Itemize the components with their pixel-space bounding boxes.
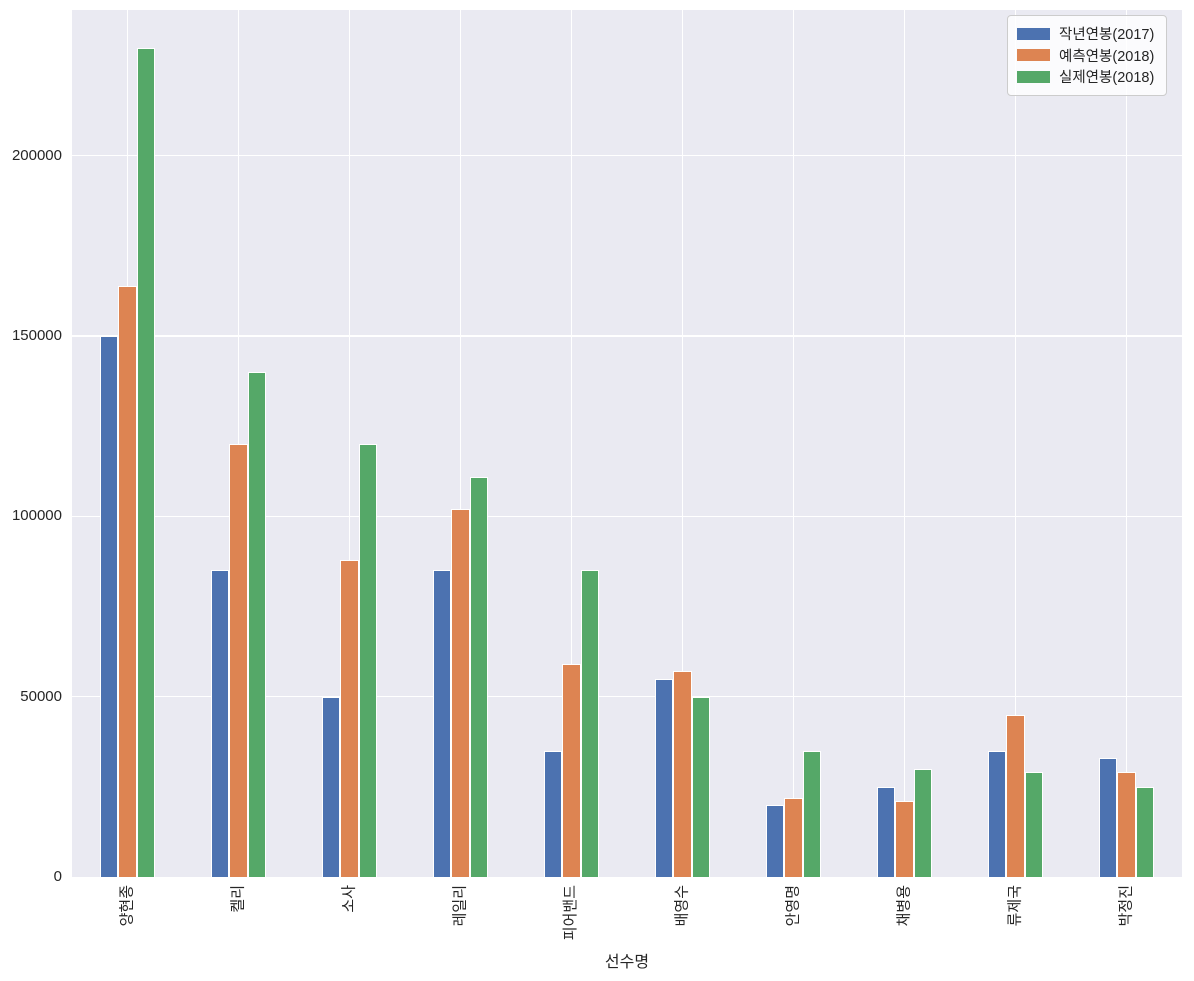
bar-작년연봉(2017)-류제국 xyxy=(987,750,1007,877)
gridline-horizontal xyxy=(72,695,1182,698)
bar-실제연봉(2018)-피어밴드 xyxy=(580,570,600,877)
bar-예측연봉(2018)-채병용 xyxy=(895,801,914,877)
bar-예측연봉(2018)-피어밴드 xyxy=(562,664,581,877)
x-tick-label: 채병용 xyxy=(895,885,913,927)
legend-label: 예측연봉(2018) xyxy=(1059,48,1155,65)
bar-예측연봉(2018)-류제국 xyxy=(1006,714,1025,877)
legend-item: 작년연봉(2017) xyxy=(1017,23,1154,45)
legend-label: 작년연봉(2017) xyxy=(1059,27,1155,44)
bar-예측연봉(2018)-양현종 xyxy=(118,285,137,877)
gridline-horizontal xyxy=(72,515,1182,518)
bar-작년연봉(2017)-양현종 xyxy=(99,336,119,877)
legend-swatch-icon xyxy=(1017,27,1050,40)
legend-item: 실제연봉(2018) xyxy=(1017,66,1154,88)
bar-작년연봉(2017)-소사 xyxy=(321,696,341,877)
x-tick-label: 레일리 xyxy=(451,885,469,927)
gridline-vertical xyxy=(570,10,573,877)
x-tick-label: 소사 xyxy=(340,885,358,913)
legend-item: 예측연봉(2018) xyxy=(1017,45,1154,67)
gridline-vertical xyxy=(792,10,795,877)
bar-예측연봉(2018)-배영수 xyxy=(673,671,692,877)
y-tick-label: 50000 xyxy=(20,687,62,705)
bar-작년연봉(2017)-채병용 xyxy=(876,786,896,877)
bar-작년연봉(2017)-피어밴드 xyxy=(543,750,563,877)
y-tick-label: 150000 xyxy=(11,327,62,345)
legend-label: 실제연봉(2018) xyxy=(1059,70,1155,87)
bar-작년연봉(2017)-배영수 xyxy=(654,678,674,877)
bar-작년연봉(2017)-박정진 xyxy=(1098,757,1118,877)
x-tick-label: 박정진 xyxy=(1117,885,1135,927)
y-tick-label: 200000 xyxy=(11,146,62,164)
gridline-vertical xyxy=(237,10,240,877)
x-tick-label: 안영명 xyxy=(784,885,802,927)
bar-예측연봉(2018)-박정진 xyxy=(1117,772,1136,877)
gridline-horizontal xyxy=(72,154,1182,157)
bar-실제연봉(2018)-채병용 xyxy=(913,768,933,877)
bar-실제연봉(2018)-켈리 xyxy=(247,372,267,877)
bar-실제연봉(2018)-레일리 xyxy=(469,476,489,877)
plot-area xyxy=(72,10,1182,877)
x-axis-title: 선수명 xyxy=(604,954,650,971)
bar-실제연봉(2018)-소사 xyxy=(358,444,378,877)
x-tick-label: 배영수 xyxy=(673,885,691,927)
bar-실제연봉(2018)-양현종 xyxy=(136,47,156,877)
x-tick-label: 양현종 xyxy=(118,885,136,927)
bar-예측연봉(2018)-안영명 xyxy=(784,797,803,877)
gridline-vertical xyxy=(1125,10,1128,877)
gridline-horizontal xyxy=(72,335,1182,337)
bar-예측연봉(2018)-켈리 xyxy=(229,444,248,877)
x-tick-label: 켈리 xyxy=(229,885,247,913)
bar-실제연봉(2018)-배영수 xyxy=(691,696,711,877)
gridline-vertical xyxy=(459,10,462,877)
bar-작년연봉(2017)-레일리 xyxy=(432,570,452,877)
bar-실제연봉(2018)-류제국 xyxy=(1024,772,1044,877)
gridline-vertical xyxy=(348,10,351,877)
bar-실제연봉(2018)-박정진 xyxy=(1135,786,1155,877)
gridline-vertical xyxy=(681,10,684,877)
y-tick-label: 100000 xyxy=(11,507,62,525)
bar-작년연봉(2017)-켈리 xyxy=(210,570,230,877)
legend-swatch-icon xyxy=(1017,49,1050,62)
x-tick-label: 피어밴드 xyxy=(562,885,580,941)
bar-실제연봉(2018)-안영명 xyxy=(802,750,822,877)
bar-예측연봉(2018)-소사 xyxy=(340,559,359,877)
gridline-vertical xyxy=(903,10,906,877)
legend: 작년연봉(2017) 예측연봉(2018) 실제연봉(2018) xyxy=(1007,15,1168,96)
x-tick-label: 류제국 xyxy=(1006,885,1024,927)
bar-예측연봉(2018)-레일리 xyxy=(451,509,470,877)
legend-swatch-icon xyxy=(1017,70,1050,83)
gridline-vertical xyxy=(1014,10,1017,877)
y-tick-label: 0 xyxy=(53,868,62,885)
bar-작년연봉(2017)-안영명 xyxy=(765,804,785,877)
